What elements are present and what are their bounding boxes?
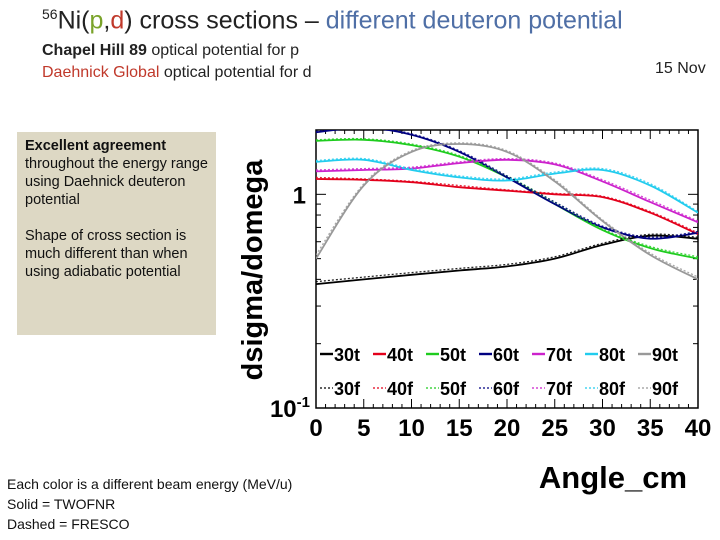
x-tick-label: 5 xyxy=(357,415,370,442)
series-line-90f xyxy=(316,142,698,278)
note-agreement: Excellent agreement throughout the energ… xyxy=(25,137,208,209)
x-tick-label: 30 xyxy=(589,415,616,442)
footer-line-solid: Solid = TWOFNR xyxy=(7,496,116,512)
y-tick-label: 1 xyxy=(293,182,306,209)
plot-frame xyxy=(315,129,699,409)
title-highlight: different deuteron potential xyxy=(325,6,623,35)
footer-notes: Each color is a different beam energy (M… xyxy=(7,474,292,534)
legend-label-90f: 90f xyxy=(652,379,679,399)
series-line-80f xyxy=(316,157,698,213)
subtitle-deuteron-potential: Daehnick Global optical potential for d xyxy=(42,64,312,82)
title-mass-number: 56 xyxy=(42,6,58,22)
x-tick-label: 20 xyxy=(494,415,521,442)
subtitle-proton-potential: Chapel Hill 89 optical potential for p xyxy=(42,42,299,60)
legend-label-40f: 40f xyxy=(387,379,414,399)
legend-label-80t: 80t xyxy=(599,345,625,365)
series-line-70f xyxy=(316,157,698,222)
x-tick-label: 0 xyxy=(309,415,322,442)
x-tick-label: 25 xyxy=(541,415,568,442)
note-agreement-bold: Excellent agreement xyxy=(25,138,167,154)
series-line-80t xyxy=(316,158,698,214)
title-deuteron: d xyxy=(110,6,125,35)
series-line-90t xyxy=(316,143,698,281)
title-nucleus: Ni( xyxy=(57,6,90,35)
legend-label-30f: 30f xyxy=(334,379,361,399)
x-axis-label: Angle_cm xyxy=(539,460,687,495)
series-line-40t xyxy=(316,178,698,236)
note-shape: Shape of cross section is much different… xyxy=(25,228,188,280)
y-tick-label-exponent: -1 xyxy=(297,394,310,411)
x-tick-label: 35 xyxy=(637,415,664,442)
subtitle-deuteron-name: Daehnick Global xyxy=(42,64,160,81)
legend-label-40t: 40t xyxy=(387,345,413,365)
series-line-40f xyxy=(316,176,698,234)
legend-label-50f: 50f xyxy=(440,379,467,399)
legend-label-90t: 90t xyxy=(652,345,678,365)
y-axis-label: dsigma/domega xyxy=(237,159,269,381)
x-tick-label: 40 xyxy=(685,415,712,442)
legend-label-80f: 80f xyxy=(599,379,626,399)
y-tick-label-base: 10 xyxy=(270,396,297,423)
note-agreement-rest: throughout the energy range using Daehni… xyxy=(25,156,208,208)
x-tick-label: 10 xyxy=(398,415,425,442)
legend-label-50t: 50t xyxy=(440,345,466,365)
footer-line-colors: Each color is a different beam energy (M… xyxy=(7,476,293,492)
title-comma: , xyxy=(103,6,111,35)
subtitle-proton-name: Chapel Hill 89 xyxy=(42,42,147,59)
legend-label-70t: 70t xyxy=(546,345,572,365)
date-label: 15 Nov xyxy=(655,60,706,77)
subtitle-proton-rest: optical potential for p xyxy=(146,42,300,59)
legend-label-60f: 60f xyxy=(493,379,520,399)
series-line-60f xyxy=(316,130,698,238)
page-title: 56Ni(p,d) cross sections – different deu… xyxy=(42,6,623,35)
notes-box: Excellent agreement throughout the energ… xyxy=(17,132,216,335)
legend-label-70f: 70f xyxy=(546,379,573,399)
series-line-60t xyxy=(316,130,698,240)
title-close: ) cross sections – xyxy=(124,6,326,35)
y-tick-label: 10-1 xyxy=(270,394,310,423)
subtitle-deuteron-rest: optical potential for d xyxy=(159,64,312,81)
x-tick-label: 15 xyxy=(446,415,473,442)
legend-label-60t: 60t xyxy=(493,345,519,365)
title-proton: p xyxy=(89,6,104,35)
footer-line-dashed: Dashed = FRESCO xyxy=(7,516,130,532)
legend-label-30t: 30t xyxy=(334,345,360,365)
series-line-70t xyxy=(316,158,698,224)
